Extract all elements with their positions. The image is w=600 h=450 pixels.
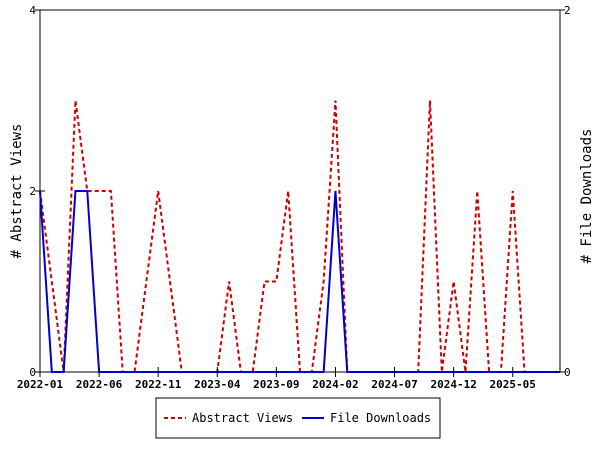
y-axis-right-label: # File Downloads: [579, 129, 595, 264]
x-tick-label: 2025-05: [490, 378, 536, 391]
legend: Abstract Views File Downloads: [155, 397, 441, 439]
y-left-tick-label: 4: [29, 4, 36, 17]
legend-label-abstract-views: Abstract Views: [192, 411, 293, 425]
x-tick-label: 2024-12: [430, 378, 476, 391]
y-axis-left-label: # Abstract Views: [9, 124, 25, 259]
y-left-tick-label: 2: [29, 185, 36, 198]
x-tick-label: 2022-06: [76, 378, 123, 391]
y-left-tick-label: 0: [29, 366, 36, 379]
plot-area: [39, 9, 561, 373]
x-tick-label: 2022-11: [135, 378, 182, 391]
x-tick-label: 2024-07: [371, 378, 417, 391]
y-right-tick-label: 0: [564, 366, 571, 379]
y-right-tick-label: 2: [564, 4, 571, 17]
legend-label-file-downloads: File Downloads: [330, 411, 431, 425]
series-layer: [39, 100, 561, 373]
x-tick-label: 2022-01: [17, 378, 64, 391]
x-tick-label: 2023-09: [253, 378, 299, 391]
x-tick-label: 2024-02: [312, 378, 358, 391]
x-tick-label: 2023-04: [194, 378, 241, 391]
series-line-abstract-views: [39, 100, 560, 373]
legend-box: [155, 397, 441, 439]
axis-layer: 0 2 4 0 2 2022-01 2022-06 2022-11 2023-04 2023-09…: [17, 4, 571, 391]
